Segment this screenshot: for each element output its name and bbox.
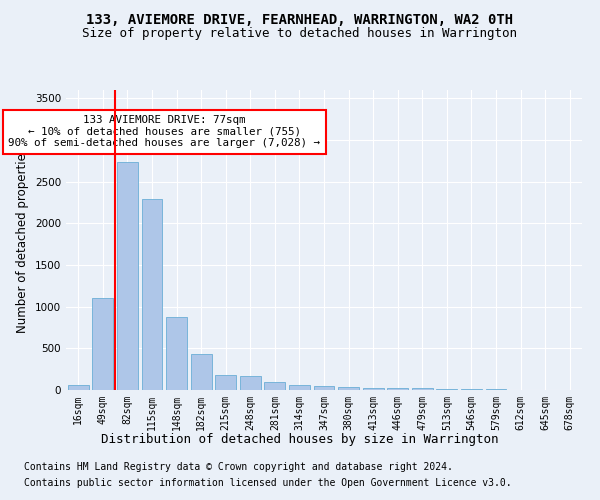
- Bar: [387, 388, 408, 390]
- Bar: [68, 385, 89, 390]
- Bar: [117, 162, 138, 390]
- Bar: [142, 199, 163, 390]
- Bar: [191, 354, 212, 390]
- Text: Contains public sector information licensed under the Open Government Licence v3: Contains public sector information licen…: [24, 478, 512, 488]
- Bar: [436, 389, 457, 390]
- Bar: [362, 388, 383, 390]
- Bar: [289, 384, 310, 390]
- Bar: [314, 386, 334, 390]
- Bar: [338, 387, 359, 390]
- Bar: [215, 376, 236, 390]
- Bar: [412, 388, 433, 390]
- Bar: [461, 389, 482, 390]
- Bar: [240, 376, 261, 390]
- Bar: [166, 316, 187, 390]
- Text: Contains HM Land Registry data © Crown copyright and database right 2024.: Contains HM Land Registry data © Crown c…: [24, 462, 453, 472]
- Text: 133, AVIEMORE DRIVE, FEARNHEAD, WARRINGTON, WA2 0TH: 133, AVIEMORE DRIVE, FEARNHEAD, WARRINGT…: [86, 12, 514, 26]
- Text: 133 AVIEMORE DRIVE: 77sqm
← 10% of detached houses are smaller (755)
90% of semi: 133 AVIEMORE DRIVE: 77sqm ← 10% of detac…: [8, 115, 320, 148]
- Text: Distribution of detached houses by size in Warrington: Distribution of detached houses by size …: [101, 432, 499, 446]
- Bar: [265, 382, 286, 390]
- Text: Size of property relative to detached houses in Warrington: Size of property relative to detached ho…: [83, 28, 517, 40]
- Bar: [92, 298, 113, 390]
- Y-axis label: Number of detached properties: Number of detached properties: [16, 147, 29, 333]
